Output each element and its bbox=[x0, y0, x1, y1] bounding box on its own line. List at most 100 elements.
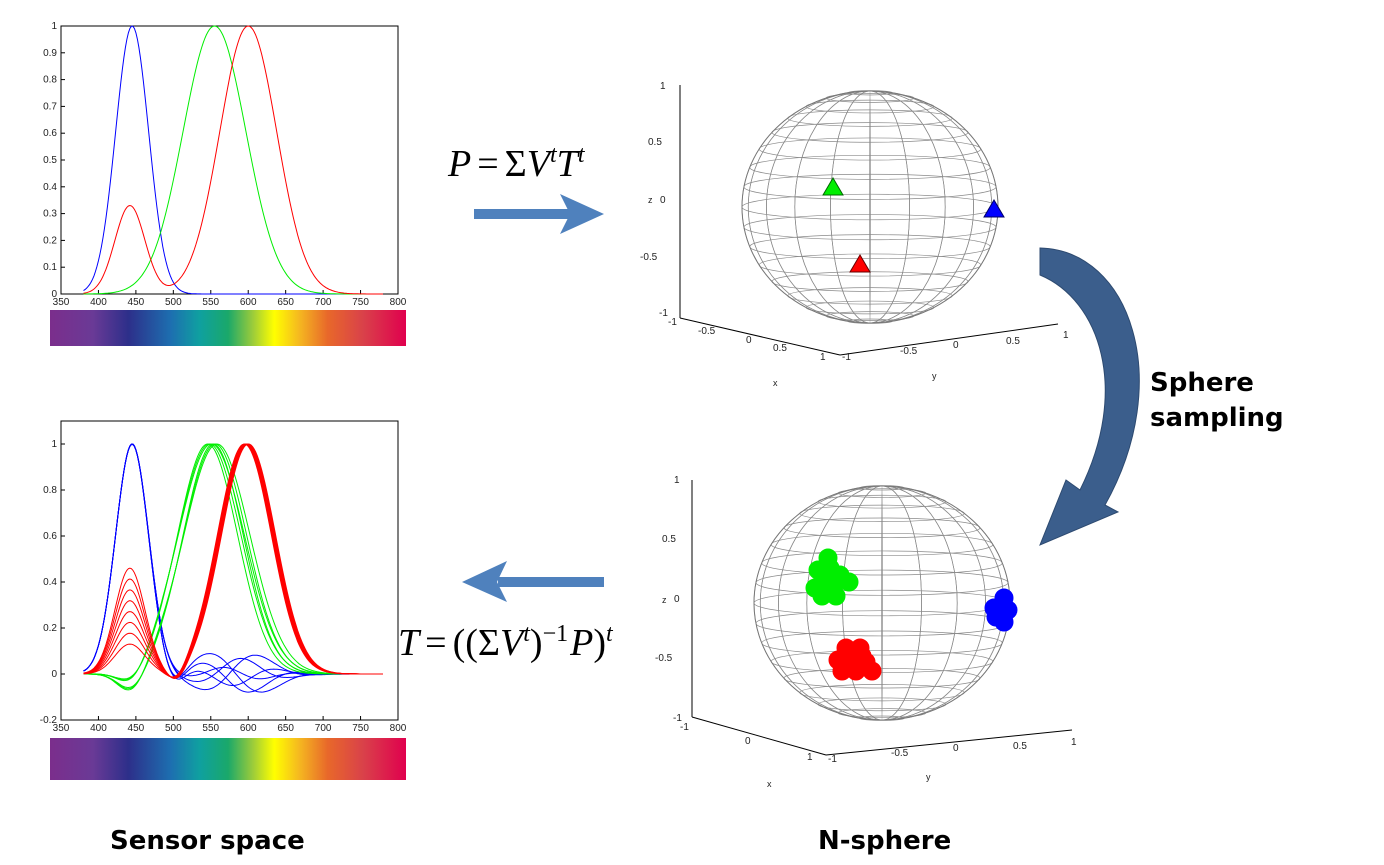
x-tick-label: 800 bbox=[390, 723, 407, 734]
svg-text:0.5: 0.5 bbox=[1013, 741, 1027, 752]
x-tick-label: 600 bbox=[240, 723, 257, 734]
svg-text:-1: -1 bbox=[659, 308, 668, 319]
y-tick-label: 0.6 bbox=[43, 128, 57, 139]
sampled-response-curves bbox=[83, 443, 383, 693]
inverse-formula: T = ((ΣVt)−1P)t bbox=[398, 621, 614, 664]
sample-point bbox=[852, 646, 872, 666]
sphere-plot-top: 1 0.5 0 -0.5 -1 z -1 -0.5 0 0.5 1 x -1 -… bbox=[640, 81, 1069, 388]
latitude-line bbox=[770, 650, 994, 673]
x-tick-label: 800 bbox=[390, 297, 407, 308]
sphere-sampling-label: Sphere sampling bbox=[1150, 368, 1284, 433]
latitude-line bbox=[753, 589, 1011, 617]
latitude-line bbox=[741, 193, 999, 221]
latitude-line bbox=[771, 122, 969, 143]
sample-point bbox=[839, 572, 859, 592]
y-tick-label: 0 bbox=[51, 289, 57, 300]
x-tick-label: 550 bbox=[202, 297, 219, 308]
svg-text:1: 1 bbox=[807, 752, 813, 763]
sphere-outline bbox=[753, 485, 1011, 721]
latitude-line bbox=[755, 610, 1009, 637]
wireframe-sphere bbox=[741, 90, 999, 324]
svg-text:1: 1 bbox=[660, 81, 666, 92]
x-tick-labels: -1 0 1 x bbox=[680, 722, 813, 789]
x-tick-labels: 350 400 450 500 550 600 650 700 750 800 bbox=[53, 716, 407, 734]
x-tick-label: 400 bbox=[90, 297, 107, 308]
latitude-line bbox=[783, 668, 981, 689]
x-tick-label: 700 bbox=[315, 297, 332, 308]
svg-text:1: 1 bbox=[820, 352, 826, 363]
x-tick-label: 750 bbox=[352, 297, 369, 308]
axes-3d bbox=[679, 85, 1059, 356]
y-tick-label: 0.4 bbox=[43, 182, 57, 193]
sample-point bbox=[818, 548, 838, 568]
y-tick-label: 0.7 bbox=[43, 101, 57, 112]
svg-text:-1: -1 bbox=[842, 352, 851, 363]
y-tick-label: 0.9 bbox=[43, 48, 57, 59]
curved-arrow-icon bbox=[1039, 247, 1140, 546]
x-tick-label: 450 bbox=[128, 723, 145, 734]
svg-text:1: 1 bbox=[674, 475, 680, 486]
longitude-line bbox=[806, 485, 958, 721]
latitude-line bbox=[787, 287, 953, 305]
y-tick-label: 0.8 bbox=[43, 75, 57, 86]
y-tick-label: 0 bbox=[51, 669, 57, 680]
latitude-line bbox=[758, 253, 982, 277]
blue-response-curve bbox=[83, 25, 383, 295]
x-tick-label: 700 bbox=[315, 723, 332, 734]
y-tick-label: -0.2 bbox=[40, 715, 58, 726]
y-tick-label: 1 bbox=[51, 21, 57, 32]
x-tick-labels: -1 -0.5 0 0.5 1 x bbox=[668, 317, 826, 388]
svg-text:-0.5: -0.5 bbox=[698, 326, 716, 337]
y-tick-labels: -1 -0.5 0 0.5 1 y bbox=[828, 737, 1077, 782]
x-tick-label: 450 bbox=[128, 297, 145, 308]
latitude-line bbox=[743, 173, 997, 200]
y-tick-label: 0.6 bbox=[43, 531, 57, 542]
x-tick-label: 400 bbox=[90, 723, 107, 734]
longitude-line bbox=[794, 90, 946, 324]
y-tick-label: 0.3 bbox=[43, 209, 57, 220]
z-axis-label: z bbox=[648, 195, 653, 205]
longitude-line bbox=[753, 485, 1011, 721]
green-sampled-curve bbox=[83, 443, 383, 690]
red-sampled-curve bbox=[83, 443, 383, 680]
sampled-points bbox=[805, 548, 1018, 681]
longitude-line bbox=[759, 485, 1005, 721]
longitude-line bbox=[759, 485, 1005, 721]
latitude-line bbox=[749, 234, 991, 260]
axes-3d bbox=[691, 480, 1073, 756]
spectrum-colorbar bbox=[50, 738, 406, 780]
green-response-curve bbox=[83, 25, 383, 295]
x-tick-label: 350 bbox=[53, 297, 70, 308]
longitude-line bbox=[794, 90, 946, 324]
n-sphere-label: N-sphere bbox=[818, 826, 951, 856]
x-tick-label: 650 bbox=[277, 723, 294, 734]
sphere-sampling-line2: sampling bbox=[1150, 403, 1284, 433]
longitude-line bbox=[747, 90, 993, 324]
y-tick-labels: -0.2 0 0.2 0.4 0.6 0.8 1 bbox=[40, 439, 65, 726]
red-response-curve bbox=[83, 25, 383, 295]
svg-text:0: 0 bbox=[745, 736, 751, 747]
left-arrow-icon bbox=[462, 561, 604, 602]
y-tick-label: 0.2 bbox=[43, 623, 57, 634]
plot-frame bbox=[60, 420, 399, 721]
svg-text:-1: -1 bbox=[673, 713, 682, 724]
y-tick-label: 0.2 bbox=[43, 235, 57, 246]
sample-point bbox=[862, 661, 882, 681]
sphere-plot-bottom: 1 0.5 0 -0.5 -1 z -1 0 1 x -1 -0.5 0 0.5… bbox=[655, 475, 1077, 789]
latitude-line bbox=[787, 109, 953, 127]
x-tick-label: 500 bbox=[165, 297, 182, 308]
svg-text:0: 0 bbox=[660, 195, 666, 206]
spectrum-colorbar bbox=[50, 310, 406, 346]
y-axis-label: y bbox=[926, 772, 931, 782]
response-curves bbox=[83, 25, 383, 295]
x-tick-label: 750 bbox=[352, 723, 369, 734]
z-axis-label: z bbox=[662, 595, 667, 605]
svg-text:-1: -1 bbox=[828, 754, 837, 765]
y-axis-label: y bbox=[932, 371, 937, 381]
latitude-line bbox=[755, 569, 1009, 596]
forward-formula: P = ΣVtTt bbox=[447, 142, 586, 185]
svg-text:1: 1 bbox=[1071, 737, 1077, 748]
latitude-line bbox=[743, 214, 997, 241]
svg-text:-1: -1 bbox=[680, 722, 689, 733]
sample-point bbox=[994, 612, 1014, 632]
